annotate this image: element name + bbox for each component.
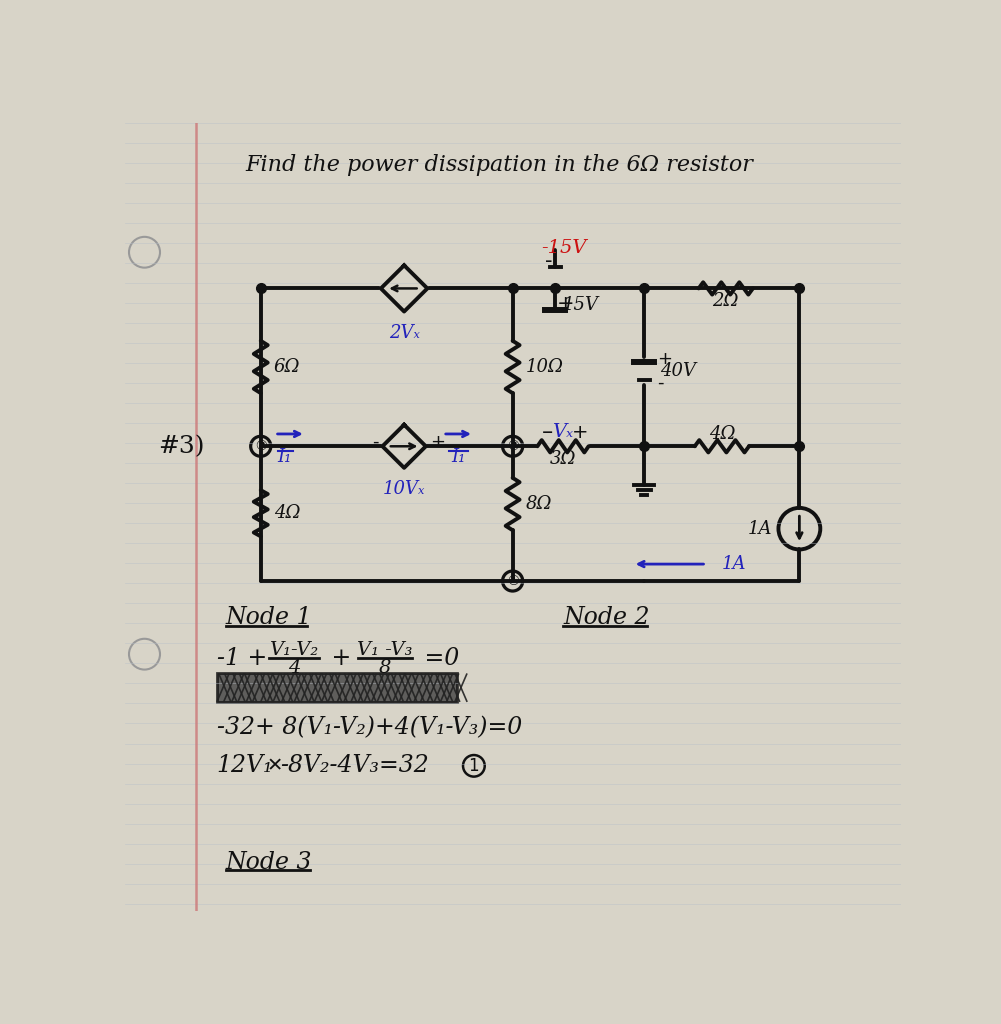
Text: 1A: 1A	[748, 519, 772, 538]
Text: Node 3: Node 3	[226, 851, 312, 873]
Text: Node 1: Node 1	[226, 606, 312, 630]
Text: 12V₁: 12V₁	[216, 755, 273, 777]
Text: 8: 8	[378, 659, 391, 677]
Text: -: -	[546, 251, 553, 270]
Text: I₁: I₁	[451, 449, 465, 466]
Text: ✕: ✕	[267, 757, 283, 775]
Text: –: –	[542, 423, 554, 442]
Text: I₁: I₁	[277, 449, 291, 466]
Text: 10Vₓ: 10Vₓ	[383, 480, 425, 498]
Text: 2Vₓ: 2Vₓ	[388, 324, 419, 342]
Bar	[216, 674, 456, 701]
Text: 8Ω: 8Ω	[526, 495, 553, 513]
Text: =0: =0	[417, 646, 459, 670]
Text: -: -	[372, 433, 378, 451]
Text: ②: ②	[255, 439, 266, 454]
Text: Vₓ: Vₓ	[553, 423, 574, 441]
Text: ①: ①	[507, 574, 519, 588]
Text: +: +	[572, 423, 589, 442]
Text: +: +	[323, 646, 358, 670]
Text: +: +	[657, 350, 672, 369]
Text: 6Ω: 6Ω	[274, 358, 300, 376]
Text: +: +	[429, 433, 444, 451]
Text: 2Ω: 2Ω	[713, 292, 739, 309]
Text: 1A: 1A	[722, 555, 747, 573]
Text: V₁ -V₃: V₁ -V₃	[357, 641, 412, 658]
Text: ③: ③	[507, 439, 519, 454]
Text: V₁-V₂: V₁-V₂	[269, 641, 318, 658]
Text: 15V: 15V	[563, 296, 599, 314]
Text: 10Ω: 10Ω	[526, 358, 564, 376]
Text: -32+ 8(V₁-V₂)+4(V₁-V₃)=0: -32+ 8(V₁-V₂)+4(V₁-V₃)=0	[216, 717, 522, 739]
Text: 1: 1	[468, 757, 479, 775]
Text: #3): #3)	[158, 435, 204, 458]
Text: 40V: 40V	[660, 361, 696, 380]
Text: -: -	[657, 374, 664, 391]
Text: Node 2: Node 2	[563, 606, 650, 630]
Text: 4Ω: 4Ω	[709, 425, 735, 443]
Text: -8V₂-4V₃=32: -8V₂-4V₃=32	[280, 755, 428, 777]
Text: +: +	[557, 294, 575, 313]
Text: 4Ω: 4Ω	[274, 504, 300, 522]
Text: -1 +: -1 +	[216, 646, 274, 670]
Text: 4: 4	[288, 659, 300, 677]
Text: 3Ω: 3Ω	[550, 450, 577, 468]
Text: -15V: -15V	[542, 240, 587, 257]
Text: Find the power dissipation in the 6Ω resistor: Find the power dissipation in the 6Ω res…	[245, 155, 753, 176]
